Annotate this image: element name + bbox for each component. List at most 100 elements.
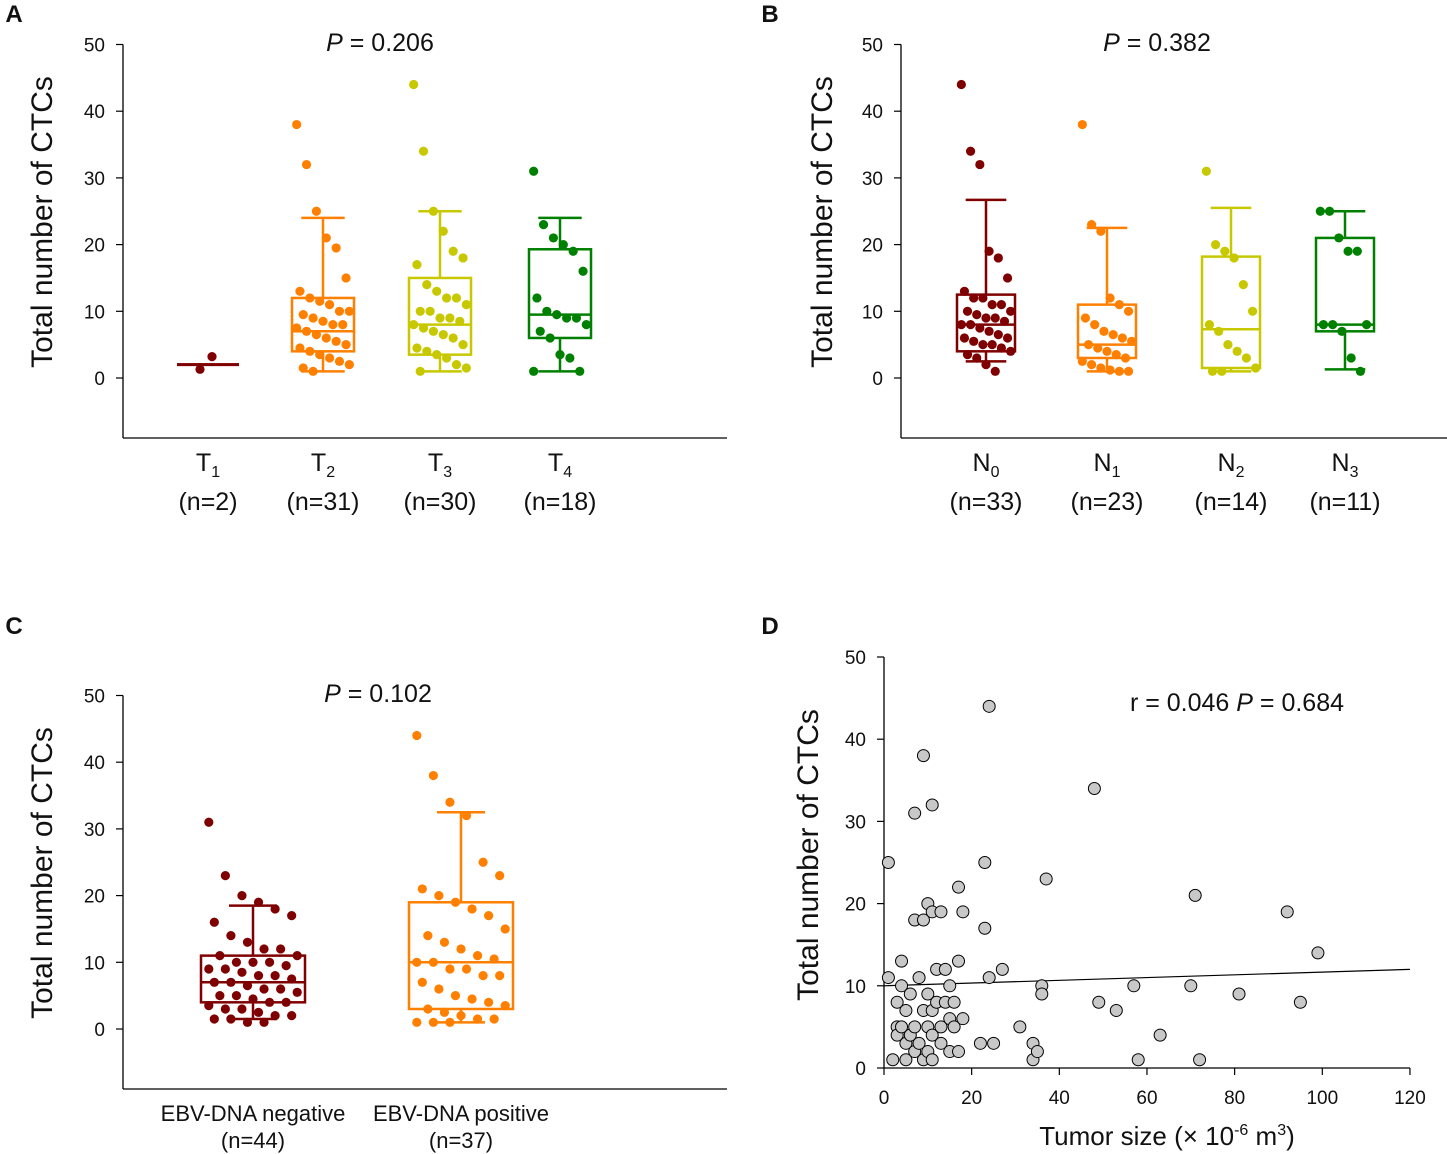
scatter-point [881, 971, 895, 985]
data-point [1083, 340, 1094, 350]
data-point [417, 884, 427, 894]
data-point [428, 1017, 438, 1027]
p-italic: P [324, 680, 341, 708]
scatter-point [908, 806, 922, 820]
data-point [1123, 366, 1134, 376]
data-point [467, 994, 477, 1004]
data-point [341, 273, 351, 283]
data-point [578, 266, 588, 276]
data-point [318, 316, 328, 326]
p-value-text: = 0.684 [1253, 689, 1344, 717]
data-point [308, 313, 318, 323]
data-point [298, 310, 308, 320]
category-ebv-dna-negative [199, 817, 307, 1027]
data-point [237, 891, 247, 901]
scatter-point [1311, 946, 1325, 960]
data-point [1086, 219, 1097, 230]
data-point [450, 991, 461, 1001]
category-name: N [1218, 449, 1236, 477]
data-point [568, 246, 578, 256]
data-point [987, 300, 997, 310]
data-point [1114, 300, 1124, 310]
y-tick-label: 0 [855, 1059, 866, 1080]
scatter-point [925, 1053, 939, 1067]
data-point [1080, 313, 1091, 323]
data-point [301, 159, 312, 170]
data-point [965, 146, 976, 156]
x-label-superscript: 3 [1277, 1122, 1286, 1139]
x-label-text: Tumor size (× 10 [1039, 1121, 1234, 1151]
data-point [558, 240, 568, 250]
category-n1 [1076, 119, 1138, 376]
y-tick-label: 20 [84, 887, 105, 908]
scatter-point [925, 798, 939, 812]
scatter-point [1184, 979, 1198, 993]
x-label-unit: m [1248, 1121, 1277, 1151]
data-point [341, 340, 351, 350]
data-point [458, 340, 468, 350]
p-value-annotation: P = 0.382 [1103, 29, 1211, 57]
data-point [571, 313, 582, 323]
data-point [412, 730, 422, 741]
data-point [461, 300, 471, 310]
category-label: EBV-DNA positive [373, 1101, 549, 1126]
data-point [1223, 340, 1233, 350]
scatter-point [973, 1036, 987, 1050]
data-point [1117, 333, 1128, 343]
scatter-point [912, 1036, 926, 1050]
category-n: (n=31) [287, 488, 360, 516]
data-point [445, 797, 455, 807]
data-point [1207, 366, 1218, 376]
data-point [1361, 320, 1372, 330]
category-name: T [311, 449, 326, 477]
regression-line [883, 968, 1410, 987]
data-point [461, 964, 472, 974]
data-point [1334, 233, 1344, 243]
y-tick-label: 40 [845, 730, 866, 751]
category-name: N [1094, 449, 1112, 477]
data-point [338, 320, 348, 330]
data-point [334, 306, 345, 316]
data-point [438, 330, 448, 340]
data-point [428, 770, 438, 781]
data-point [542, 306, 552, 316]
data-point [581, 320, 591, 330]
category-label: T1 [196, 449, 220, 481]
data-point [305, 346, 315, 356]
data-point [969, 293, 979, 303]
scatter-point [1087, 782, 1101, 796]
data-point [495, 870, 505, 881]
category-name: T [196, 449, 211, 477]
data-point [248, 994, 258, 1004]
data-point [253, 1007, 264, 1017]
scatter-point [952, 1045, 966, 1059]
data-point [1210, 240, 1221, 250]
data-point [1220, 246, 1230, 256]
scatter-point [899, 1003, 913, 1017]
data-point [484, 911, 494, 921]
p-value-text: = 0.382 [1120, 29, 1211, 57]
y-tick-label: 50 [84, 687, 105, 708]
category-subscript: 3 [443, 464, 452, 481]
data-point [281, 961, 291, 971]
y-tick-label: 20 [84, 236, 105, 257]
x-tick-label: 80 [1224, 1088, 1245, 1109]
data-point [418, 146, 429, 156]
data-point [561, 313, 572, 323]
data-point [1217, 366, 1227, 376]
data-point [981, 313, 991, 323]
data-point [458, 253, 468, 263]
y-tick-label: 10 [845, 977, 866, 998]
data-point [575, 366, 585, 376]
data-point [428, 326, 439, 336]
data-point [1251, 363, 1261, 373]
y-tick-label: 20 [845, 895, 866, 916]
scatter-point [925, 1028, 939, 1042]
data-point [409, 79, 419, 90]
data-point [434, 891, 444, 901]
scatter-point [1035, 987, 1049, 1001]
data-point [1096, 226, 1106, 236]
data-point [242, 981, 253, 991]
scatter-point [1153, 1028, 1167, 1042]
data-point [959, 286, 970, 296]
